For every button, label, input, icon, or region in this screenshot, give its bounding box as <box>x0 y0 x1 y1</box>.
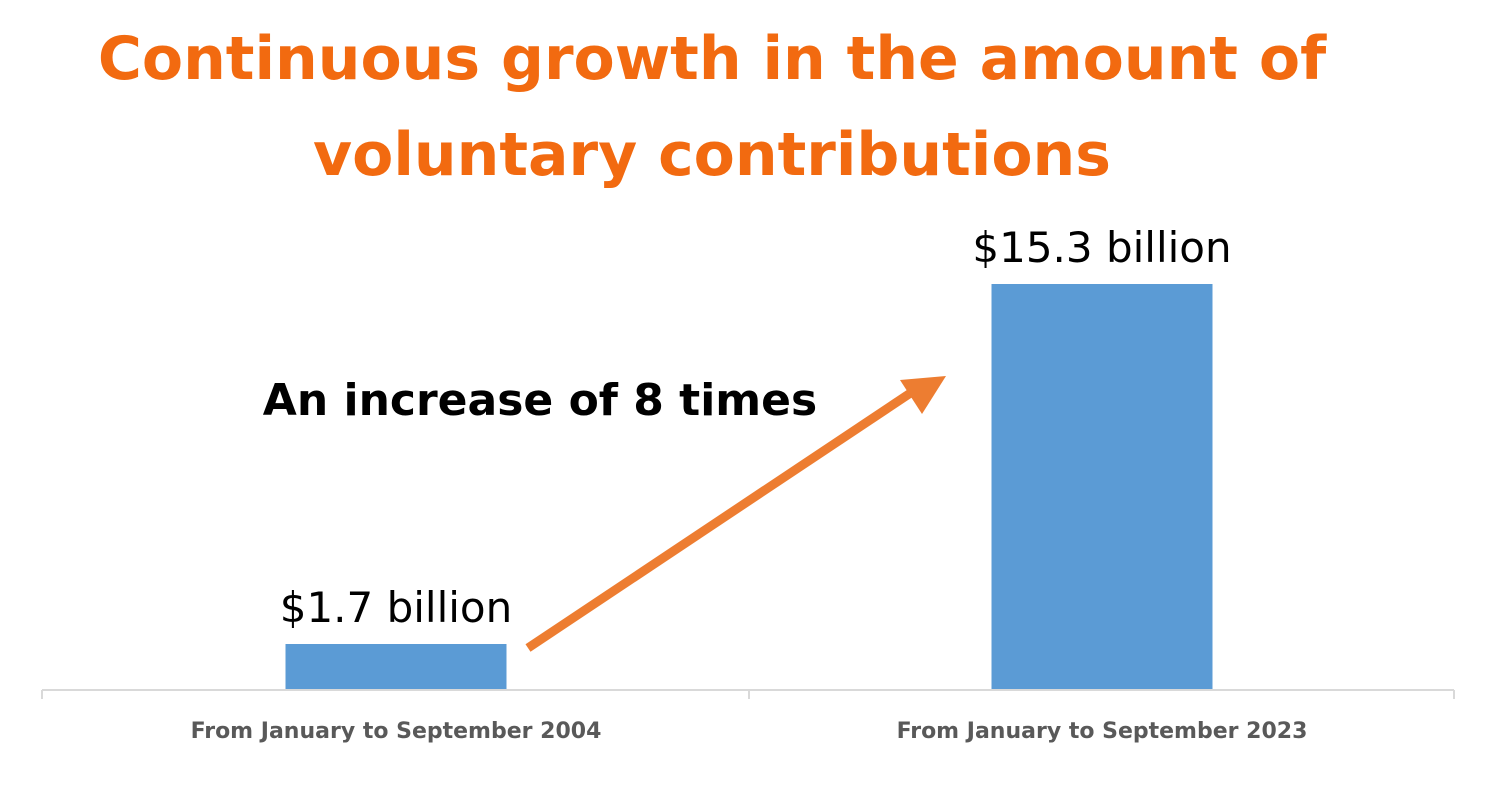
growth-arrow <box>525 376 946 652</box>
chart-title-line-2: voluntary contributions <box>313 120 1111 190</box>
x-tick-label-2004: From January to September 2004 <box>191 719 602 744</box>
bars-group: $1.7 billion $15.3 billion <box>280 223 1232 689</box>
bar-value-label-0: $1.7 billion <box>280 583 513 632</box>
chart-title-line-1: Continuous growth in the amount of <box>98 24 1327 94</box>
growth-arrow-head <box>900 376 946 414</box>
x-tick-label-2023: From January to September 2023 <box>897 719 1308 744</box>
increase-annotation: An increase of 8 times <box>263 375 817 426</box>
bar-0 <box>285 644 507 689</box>
growth-arrow-shaft <box>525 388 915 652</box>
bar-value-label-1: $15.3 billion <box>972 223 1231 272</box>
bar-1 <box>991 284 1213 689</box>
